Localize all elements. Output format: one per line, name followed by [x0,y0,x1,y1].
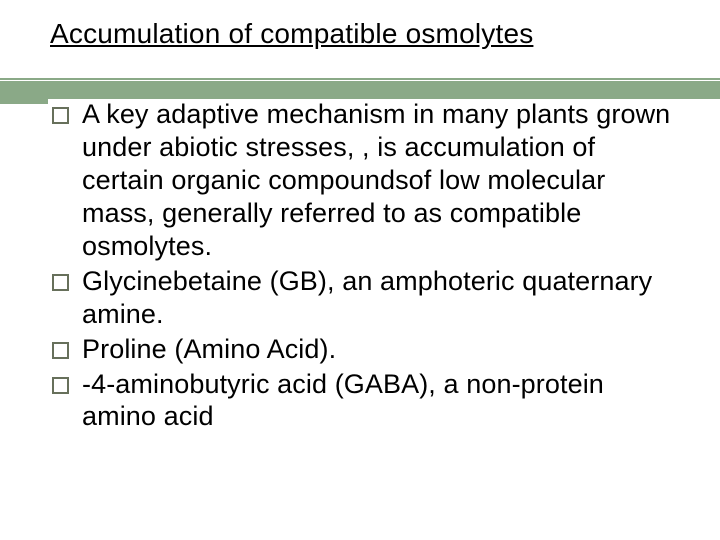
accent-bar-wrap [0,78,720,99]
bullet-list: A key adaptive mechanism in many plants … [50,98,680,433]
slide-container: Accumulation of compatible osmolytes A k… [0,0,720,540]
slide-body: A key adaptive mechanism in many plants … [50,98,690,433]
accent-bar [0,81,720,99]
list-item: A key adaptive mechanism in many plants … [50,98,680,263]
list-item: Glycinebetaine (GB), an amphoteric quate… [50,265,680,331]
slide-title: Accumulation of compatible osmolytes [50,18,690,50]
list-item: -4-aminobutyric acid (GABA), a non-prote… [50,368,680,434]
list-item: Proline (Amino Acid). [50,333,680,366]
